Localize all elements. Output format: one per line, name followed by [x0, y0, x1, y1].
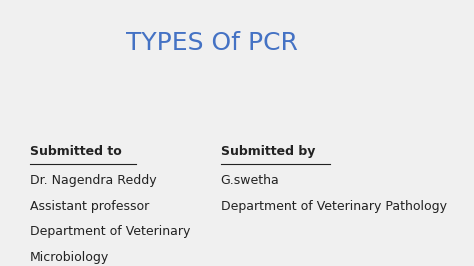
Text: Assistant professor: Assistant professor	[30, 200, 149, 213]
Text: Department of Veterinary: Department of Veterinary	[30, 226, 190, 238]
Text: Microbiology: Microbiology	[30, 251, 109, 264]
Text: TYPES Of PCR: TYPES Of PCR	[126, 31, 298, 55]
Text: Submitted by: Submitted by	[221, 145, 315, 158]
Text: Submitted to: Submitted to	[30, 145, 121, 158]
Text: G.swetha: G.swetha	[221, 174, 279, 187]
Text: Dr. Nagendra Reddy: Dr. Nagendra Reddy	[30, 174, 156, 187]
Text: Department of Veterinary Pathology: Department of Veterinary Pathology	[221, 200, 447, 213]
